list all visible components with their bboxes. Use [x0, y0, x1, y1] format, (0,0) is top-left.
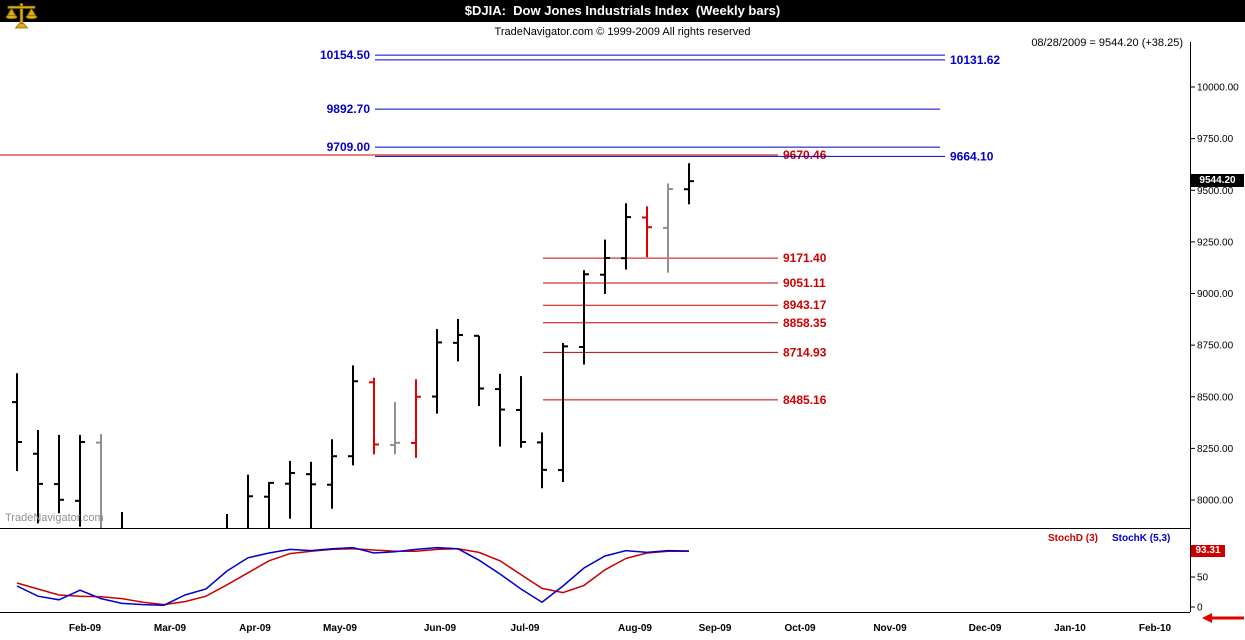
last-quote-readout: 08/28/2009 = 9544.20 (+38.25): [1031, 37, 1183, 49]
stoch-axis-tick-label: 0: [1197, 603, 1203, 614]
level-price-label: 8858.35: [783, 316, 827, 330]
price-bar: [621, 203, 631, 270]
scroll-bar[interactable]: [1212, 616, 1244, 620]
copyright-text: TradeNavigator.com © 1999-2009 All right…: [494, 26, 751, 38]
watermark-text: TradeNavigator.com: [5, 512, 104, 524]
price-bar: [516, 376, 526, 448]
level-price-label: 8943.17: [783, 298, 827, 312]
x-axis-month-label: Apr-09: [239, 623, 271, 634]
chart-title: $DJIA: Dow Jones Industrials Index (Week…: [464, 3, 781, 18]
price-bar: [369, 377, 379, 455]
price-bar: [306, 461, 316, 528]
price-bar: [121, 511, 123, 528]
y-axis-tick-label: 9750.00: [1197, 134, 1234, 145]
price-bar: [33, 429, 43, 524]
price-bar: [54, 434, 64, 514]
x-axis-month-label: Nov-09: [873, 623, 907, 634]
y-axis-tick-label: 8250.00: [1197, 444, 1234, 455]
price-bar: [642, 206, 652, 258]
level-price-label: 9709.00: [327, 140, 371, 154]
last-price-badge: 9544.20: [1191, 174, 1244, 187]
chart-title-bar: $DJIA: Dow Jones Industrials Index (Week…: [0, 0, 1245, 22]
copyright-row: TradeNavigator.com © 1999-2009 All right…: [0, 22, 1245, 38]
y-axis-tick-label: 9000.00: [1197, 289, 1234, 300]
stochd-legend-label: StochD (3): [1048, 533, 1098, 544]
level-price-label: 8485.16: [783, 393, 827, 407]
level-price-label: 9664.10: [950, 149, 994, 163]
price-bar: [390, 401, 400, 455]
price-bars-layer: [12, 163, 694, 640]
stoch-axis-tick-label: 50: [1197, 573, 1209, 584]
y-axis-tick-label: 8000.00: [1197, 496, 1234, 507]
x-axis-month-label: Jul-09: [511, 623, 540, 634]
price-bar: [138, 606, 148, 640]
price-bar: [327, 439, 337, 509]
level-price-label: 8714.93: [783, 345, 827, 359]
price-bar: [432, 329, 442, 414]
y-axis-tick-label: 10000.00: [1197, 83, 1239, 94]
x-axis-month-label: Dec-09: [969, 623, 1002, 634]
price-bar: [558, 343, 568, 483]
stochd-line: [16, 548, 689, 606]
price-bar: [474, 334, 484, 407]
y-axis-tick-label: 8750.00: [1197, 341, 1234, 352]
stochk-legend-label: StochK (5,3): [1112, 533, 1171, 544]
level-price-label: 9892.70: [327, 102, 371, 116]
x-axis-month-label: Mar-09: [154, 623, 187, 634]
price-bar: [600, 239, 610, 294]
level-price-label: 9670.46: [783, 148, 827, 162]
level-price-label: 10131.62: [950, 53, 1000, 67]
price-bar: [684, 163, 694, 205]
y-axis-tick-label: 9250.00: [1197, 237, 1234, 248]
x-axis-month-label: Oct-09: [784, 623, 816, 634]
x-axis-month-label: Feb-09: [69, 623, 102, 634]
price-bar: [411, 379, 421, 458]
price-bar: [495, 373, 505, 447]
x-axis-month-label: Jan-10: [1054, 623, 1086, 634]
stochk-line: [16, 546, 690, 606]
scroll-left-arrow-icon[interactable]: [1202, 613, 1212, 623]
price-bar: [453, 318, 463, 362]
level-price-label: 9051.11: [783, 276, 826, 290]
price-bar: [663, 183, 673, 273]
stoch-value-badge: 93.31: [1191, 545, 1225, 557]
price-bar: [226, 514, 228, 528]
x-axis-month-label: Sep-09: [699, 623, 732, 634]
price-bar: [579, 270, 589, 365]
price-bar: [264, 481, 274, 528]
x-axis-month-label: May-09: [323, 623, 357, 634]
price-bar: [75, 434, 85, 527]
level-price-label: 9171.40: [783, 251, 827, 265]
tradenavigator-logo-icon: [3, 1, 41, 31]
price-bar: [537, 432, 547, 489]
price-bar: [348, 365, 358, 466]
level-price-label: 10154.50: [320, 48, 370, 62]
y-axis-tick-label: 8500.00: [1197, 392, 1234, 403]
price-bar: [12, 373, 22, 472]
price-bar: [96, 434, 102, 528]
x-axis-month-label: Feb-10: [1139, 623, 1172, 634]
x-axis-month-label: Jun-09: [424, 623, 457, 634]
price-bar: [247, 474, 253, 528]
x-axis-month-label: Aug-09: [618, 623, 652, 634]
stoch-layer: [16, 546, 690, 606]
price-bar: [285, 460, 295, 519]
y-axis-tick-label: 9500.00: [1197, 186, 1234, 197]
